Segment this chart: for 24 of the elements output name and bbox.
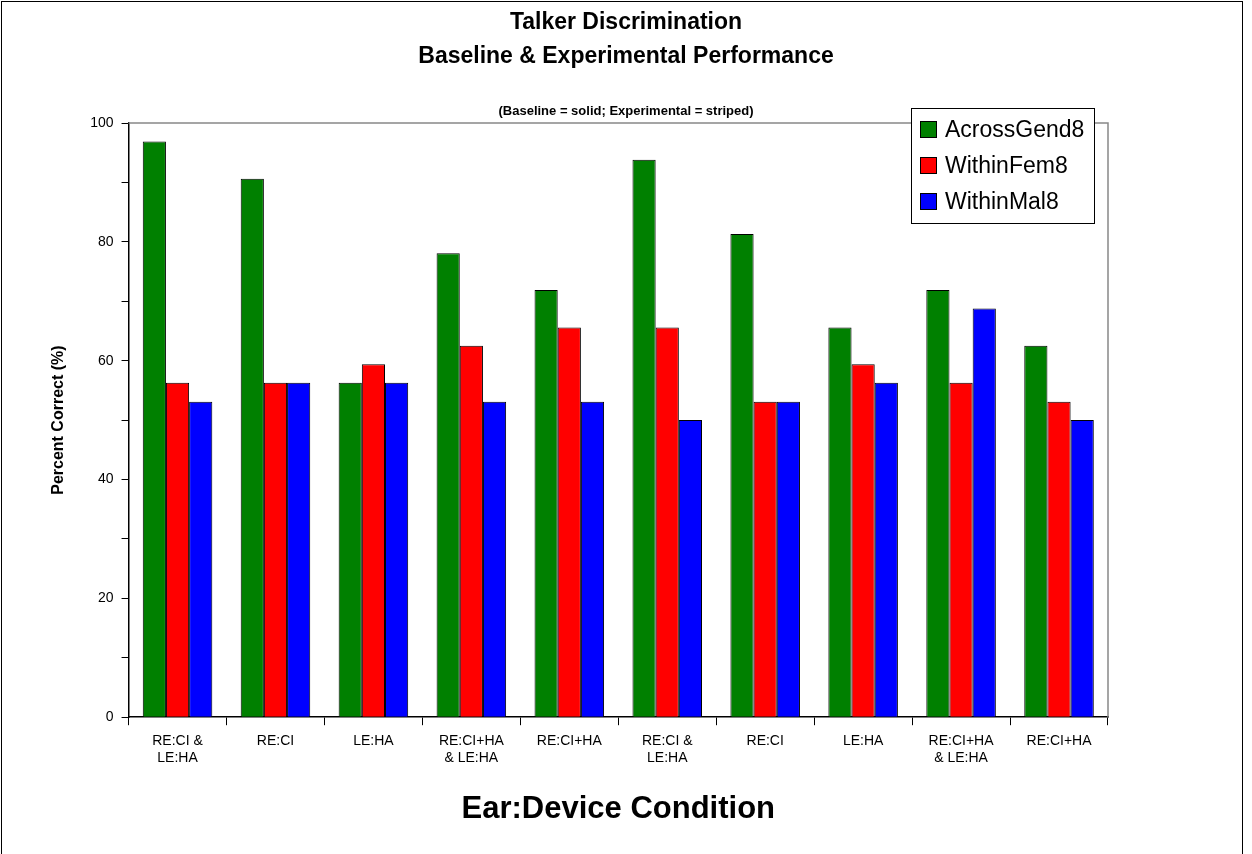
- y-axis-title: Percent Correct (%): [49, 345, 67, 495]
- legend-label: WithinMal8: [945, 187, 1059, 215]
- x-tick-label: RE:CI+HA: [536, 732, 603, 749]
- text: (Baseline = solid; Experimental = striped): [498, 103, 754, 118]
- x-tick-label: RE:CI: [746, 732, 784, 749]
- y-tick-label: 60: [97, 351, 114, 368]
- y-tick-label: 0: [105, 708, 114, 725]
- x-tick-label: LE:HA: [842, 732, 885, 749]
- x-tick-label: RE:CI+HA: [1026, 732, 1093, 749]
- x-tick-label: LE:HA: [353, 732, 395, 749]
- y-tick-label: 20: [97, 589, 114, 606]
- x-axis-title: Ear:Device Condition: [461, 789, 776, 825]
- legend-label: AcrossGend8: [945, 115, 1085, 143]
- x-tick-label: RE:CI: [256, 732, 295, 749]
- y-tick-label: 40: [97, 470, 114, 487]
- chart-title: Talker Discrimination: [508, 8, 744, 35]
- y-tick-label: 100: [90, 113, 114, 130]
- y-tick-label: 80: [97, 232, 114, 249]
- x-tick-label: RE:CI+HA & LE:HA: [438, 732, 505, 766]
- legend-label: WithinFem8: [945, 151, 1068, 179]
- chart-subtitle: Baseline & Experimental Performance: [417, 42, 835, 69]
- x-tick-label: RE:CI+HA & LE:HA: [928, 732, 995, 766]
- x-tick-label: RE:CI & LE:HA: [152, 732, 204, 766]
- x-tick-label: RE:CI & LE:HA: [641, 732, 694, 766]
